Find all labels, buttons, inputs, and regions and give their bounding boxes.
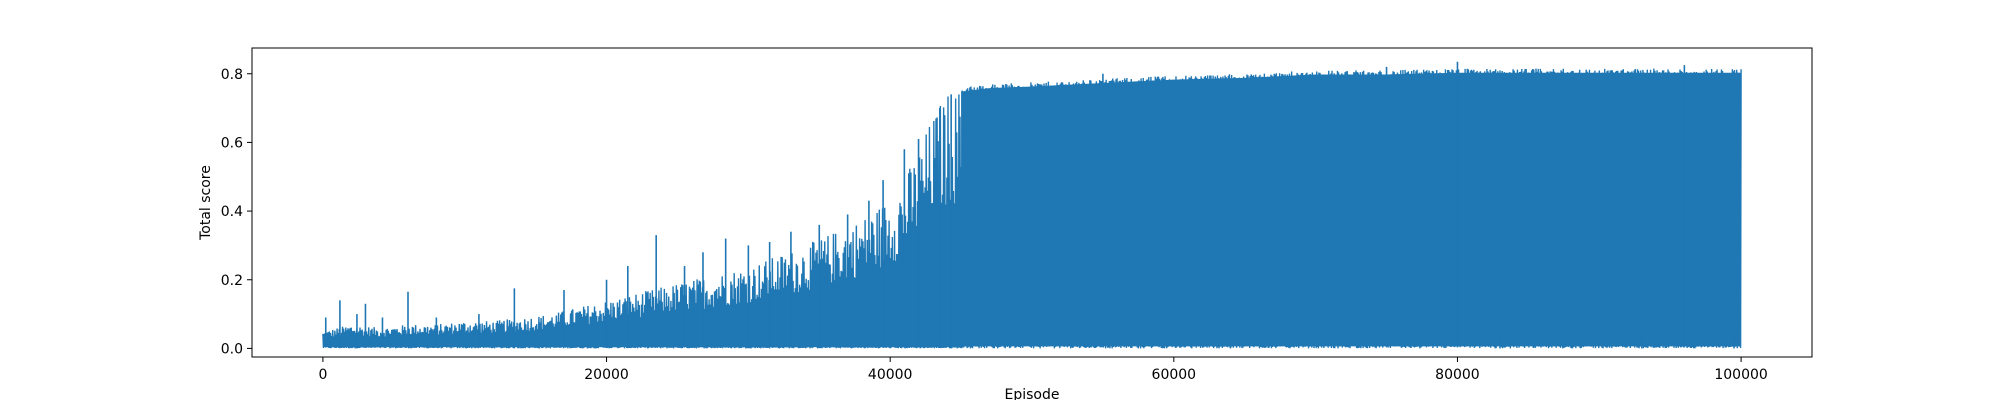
x-tick-label-4: 80000	[1435, 367, 1480, 383]
y-tick-label-4: 0.8	[221, 67, 243, 83]
y-tick-label-2: 0.4	[221, 204, 243, 220]
x-tick-label-0: 0	[318, 367, 327, 383]
plot-area	[322, 61, 1742, 349]
series-dense-band	[961, 72, 1742, 347]
x-tick-label-1: 20000	[584, 367, 629, 383]
x-axis: 0 20000 40000 60000 80000 100000	[318, 357, 1768, 383]
x-tick-label-2: 40000	[868, 367, 913, 383]
y-axis: 0.0 0.2 0.4 0.6 0.8	[221, 67, 252, 357]
y-tick-label-0: 0.0	[221, 341, 243, 357]
x-tick-label-3: 60000	[1152, 367, 1197, 383]
y-tick-label-3: 0.6	[221, 135, 243, 151]
x-tick-label-5: 100000	[1714, 367, 1767, 383]
axes-frame	[251, 47, 1813, 358]
y-tick-label-1: 0.2	[221, 273, 243, 289]
y-axis-label: Total score	[198, 165, 214, 241]
x-axis-label: Episode	[1005, 387, 1060, 400]
